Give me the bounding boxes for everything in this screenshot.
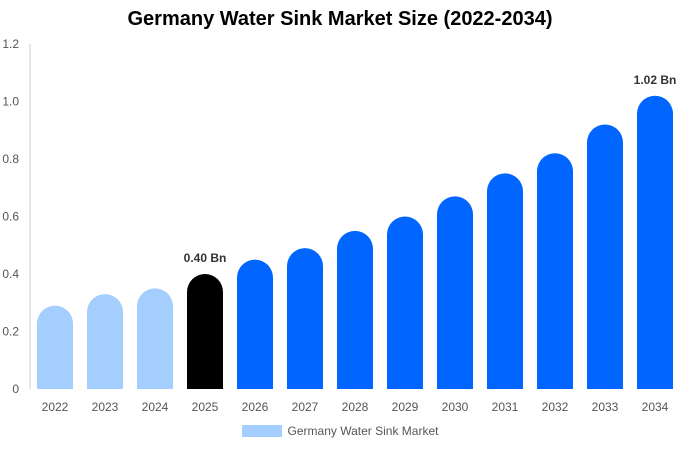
x-tick-label: 2025 (192, 400, 219, 414)
x-tick-label: 2023 (92, 400, 119, 414)
bar-2030 (437, 196, 473, 389)
bar-2025 (187, 274, 223, 389)
y-tick-label: 0.4 (2, 267, 19, 281)
legend: Germany Water Sink Market (0, 424, 680, 438)
bar-series (37, 95, 673, 389)
y-tick-label: 0.2 (2, 325, 19, 339)
x-tick-label: 2027 (292, 400, 319, 414)
x-tick-label: 2034 (642, 400, 669, 414)
bar-2033 (587, 124, 623, 389)
legend-label: Germany Water Sink Market (287, 424, 439, 438)
y-tick-label: 1.0 (2, 95, 19, 109)
bar-2022 (37, 305, 73, 389)
bar-2029 (387, 216, 423, 389)
y-tick-label: 0 (12, 382, 19, 396)
data-label-2025: 0.40 Bn (184, 251, 227, 265)
x-tick-label: 2030 (442, 400, 469, 414)
chart-title: Germany Water Sink Market Size (2022-203… (127, 8, 553, 30)
y-axis: 0 0.2 0.4 0.6 0.8 1.0 1.2 (2, 37, 19, 396)
x-axis: 2022 2023 2024 2025 2026 2027 2028 2029 2030 2031… (42, 400, 669, 414)
bar-2031 (487, 173, 523, 389)
bar-2023 (87, 294, 123, 389)
y-tick-label: 0.6 (2, 210, 19, 224)
data-label-2034: 1.02 Bn (634, 73, 677, 87)
bar-2032 (537, 153, 573, 389)
x-tick-label: 2024 (142, 400, 169, 414)
x-tick-label: 2031 (492, 400, 519, 414)
bar-2026 (237, 259, 273, 389)
data-labels: 0.40 Bn 1.02 Bn (184, 73, 677, 265)
x-tick-label: 2029 (392, 400, 419, 414)
x-tick-label: 2032 (542, 400, 569, 414)
x-tick-label: 2033 (592, 400, 619, 414)
legend-swatch (241, 425, 282, 437)
x-tick-label: 2022 (42, 400, 69, 414)
bar-2034 (637, 95, 673, 389)
bar-2024 (137, 288, 173, 389)
y-tick-label: 0.8 (2, 152, 19, 166)
bar-2027 (287, 248, 323, 389)
x-tick-label: 2028 (342, 400, 369, 414)
y-tick-label: 1.2 (2, 37, 19, 51)
bar-2028 (337, 230, 373, 389)
x-tick-label: 2026 (242, 400, 269, 414)
